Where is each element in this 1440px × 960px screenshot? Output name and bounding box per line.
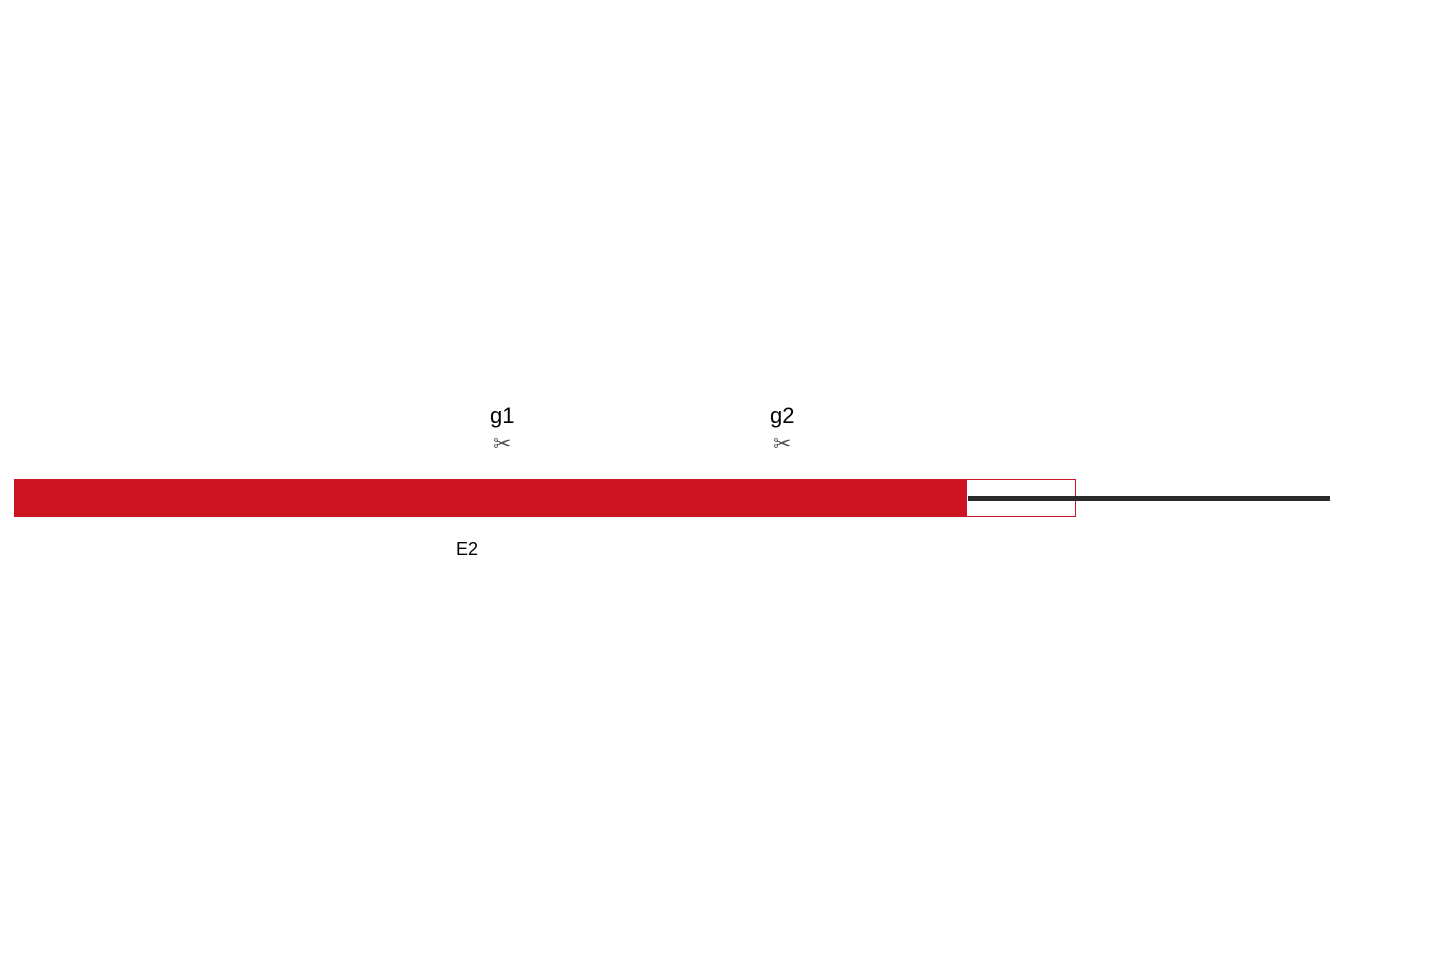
cut-label-g1: g1 [490, 403, 514, 429]
cut-site-g2: g2 ✂ [770, 403, 794, 457]
gene-diagram: g1 ✂ g2 ✂ E2 [0, 0, 1440, 960]
intron-track-line [968, 496, 1330, 501]
cut-site-g1: g1 ✂ [490, 403, 514, 457]
scissors-icon: ✂ [490, 431, 514, 457]
cut-label-g2: g2 [770, 403, 794, 429]
scissors-icon: ✂ [770, 431, 794, 457]
exon-filled-E2 [14, 479, 966, 517]
exon-label-E2: E2 [456, 539, 478, 560]
